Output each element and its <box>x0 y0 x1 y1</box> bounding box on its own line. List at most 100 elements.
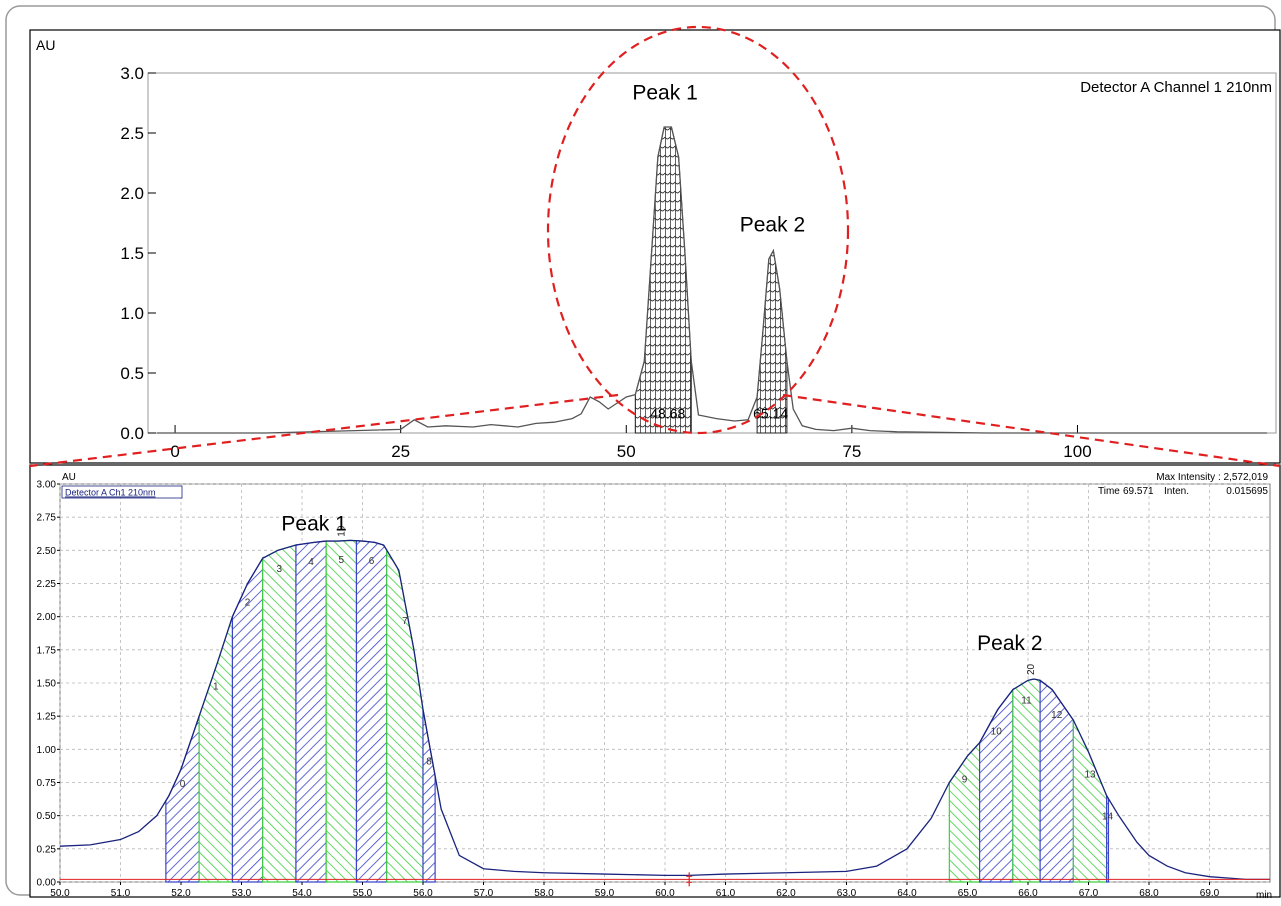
overview-peak-label: Peak 2 <box>740 213 805 236</box>
zoom-y-axis-label: AU <box>62 472 76 483</box>
fraction-label: 4 <box>308 557 314 568</box>
zoom-peak-label: Peak 1 <box>281 512 346 535</box>
fraction-label: 6 <box>369 556 375 567</box>
zoom-x-tick-label: 65.0 <box>958 888 978 899</box>
fraction-label: 1 <box>213 682 219 693</box>
zoom-x-tick-label: 68.0 <box>1139 888 1159 899</box>
overview-y-axis-label: AU <box>36 37 55 53</box>
zoom-x-tick-label: 50.0 <box>50 888 70 899</box>
zoom-connector-left <box>29 393 619 468</box>
zoom-x-tick-label: 59.0 <box>595 888 615 899</box>
zoom-panel: AU Detector A Ch1 210nm Max Intensity : … <box>29 464 1281 901</box>
zoom-peak-label: Peak 2 <box>977 632 1042 655</box>
zoom-x-tick-label: 51.0 <box>111 888 131 899</box>
zoom-y-tick-label: 1.00 <box>37 745 57 756</box>
zoom-overlay <box>29 25 1281 468</box>
overview-legend: Detector A Channel 1 210nm <box>1080 79 1272 96</box>
zoom-x-tick-label: 53.0 <box>232 888 252 899</box>
zoom-y-tick-label: 2.50 <box>37 546 57 557</box>
zoom-legend-box <box>61 485 183 499</box>
zoom-x-tick-label: 57.0 <box>474 888 494 899</box>
time-value: 69.571 <box>1123 486 1154 497</box>
zoom-x-tick-label: 66.0 <box>1018 888 1038 899</box>
zoom-x-tick-label: 56.0 <box>413 888 433 899</box>
fraction-label: 13 <box>1084 770 1096 781</box>
zoom-y-ticks: 0.00 0.25 0.50 0.75 1.00 1.25 1.50 1.75 2.00 2.25… <box>37 480 60 889</box>
zoom-y-tick-label: 0.00 <box>37 878 57 889</box>
zoom-x-axis-label: min <box>1256 890 1272 901</box>
zoom-trace <box>59 539 1270 887</box>
zoom-x-tick-label: 62.0 <box>776 888 796 899</box>
zoom-x-tick-label: 63.0 <box>837 888 857 899</box>
overview-y-ticks: 0.0 0.5 1.0 1.5 2.0 2.5 3.0 <box>120 64 156 443</box>
fraction-label: 5 <box>339 555 345 566</box>
zoom-connector-right <box>782 393 1281 468</box>
zoom-x-tick-label: 55.0 <box>353 888 373 899</box>
overview-y-tick-label: 2.5 <box>120 124 144 143</box>
fraction-label: 10 <box>991 726 1003 737</box>
intensity-value: 0.015695 <box>1226 486 1268 497</box>
zoom-legend: Detector A Ch1 210nm <box>65 488 156 498</box>
intensity-label: Inten. <box>1164 486 1189 497</box>
fraction-6-hatch <box>355 540 388 883</box>
overview-x-tick-label: 50 <box>617 442 636 461</box>
zoom-x-ticks: 50.0 51.0 52.0 53.0 54.0 55.0 56.0 57.0 58.0 59.0… <box>50 882 1220 899</box>
overview-peak-time-label: 48.68 <box>650 406 685 422</box>
zoom-y-tick-label: 0.75 <box>37 778 57 789</box>
zoom-y-tick-label: 2.75 <box>37 513 57 524</box>
overview-y-tick-label: 0.0 <box>120 424 144 443</box>
peak-marker-label: 19 <box>336 525 347 537</box>
overview-peak-time-label: 65.14 <box>753 406 788 422</box>
zoom-x-tick-label: 64.0 <box>897 888 917 899</box>
zoom-y-tick-label: 0.25 <box>37 844 57 855</box>
overview-x-ticks: 0 25 50 75 100 <box>170 425 1092 461</box>
overview-trace-line <box>157 126 1267 434</box>
zoom-y-tick-label: 1.75 <box>37 645 57 656</box>
fraction-5-hatch <box>325 539 358 883</box>
overview-trace <box>157 126 1267 434</box>
overview-y-tick-label: 1.5 <box>120 244 144 263</box>
fraction-label: 0 <box>180 779 186 790</box>
fraction-label: 3 <box>277 564 283 575</box>
overview-y-tick-label: 0.5 <box>120 364 144 383</box>
overview-y-tick-label: 1.0 <box>120 304 144 323</box>
fraction-label: 11 <box>1021 695 1032 706</box>
fraction-11-hatch <box>1012 678 1041 883</box>
fraction-14-hatch <box>1106 793 1110 883</box>
fraction-label: 14 <box>1102 811 1114 822</box>
fraction-label: 9 <box>962 774 968 785</box>
zoom-y-tick-label: 1.25 <box>37 712 57 723</box>
zoom-x-tick-label: 61.0 <box>716 888 736 899</box>
overview-y-tick-label: 3.0 <box>120 64 144 83</box>
zoom-x-tick-label: 54.0 <box>292 888 312 899</box>
overview-x-tick-label: 100 <box>1063 442 1091 461</box>
zoom-annotations: Peak 1 Peak 2 <box>281 512 1042 654</box>
zoom-x-tick-label: 60.0 <box>655 888 675 899</box>
fraction-3-hatch <box>262 544 297 883</box>
zoom-x-tick-label: 52.0 <box>171 888 191 899</box>
overview-x-tick-label: 25 <box>391 442 410 461</box>
overview-x-tick-label: 0 <box>170 442 179 461</box>
fraction-label: 7 <box>402 616 408 627</box>
zoom-x-tick-label: 69.0 <box>1200 888 1220 899</box>
zoom-trace-line <box>59 539 1270 880</box>
zoom-x-tick-label: 58.0 <box>534 888 554 899</box>
fraction-label: 2 <box>245 598 251 609</box>
overview-y-tick-label: 2.0 <box>120 184 144 203</box>
zoom-y-tick-label: 1.50 <box>37 679 57 690</box>
overview-panel: AU Detector A Channel 1 210nm 0.0 0.5 1.0 1… <box>29 29 1281 464</box>
overview-peak-label: Peak 1 <box>632 81 697 104</box>
overview-annotations: Peak 1 Peak 2 48.68 65.14 <box>632 81 805 421</box>
fraction-label: 12 <box>1051 710 1063 721</box>
overview-x-tick-label: 75 <box>842 442 861 461</box>
peak-marker-label: 20 <box>1026 663 1037 675</box>
zoom-y-tick-label: 2.00 <box>37 612 57 623</box>
zoom-y-tick-label: 2.25 <box>37 579 57 590</box>
max-intensity-readout: Max Intensity : 2,572,019 <box>1156 472 1268 483</box>
fraction-label: 8 <box>426 757 432 768</box>
zoom-y-tick-label: 0.50 <box>37 811 57 822</box>
time-label: Time <box>1098 486 1120 497</box>
